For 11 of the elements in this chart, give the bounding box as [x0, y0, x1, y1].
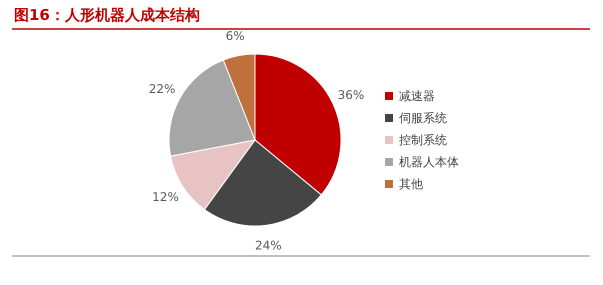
legend-label: 其他 — [399, 177, 423, 192]
legend-label: 控制系统 — [399, 133, 447, 148]
data-label: 36% — [338, 88, 364, 102]
legend-label: 伺服系统 — [399, 111, 447, 126]
data-label: 22% — [148, 82, 176, 96]
legend-label: 减速器 — [399, 89, 435, 104]
data-label: 6% — [226, 29, 245, 44]
data-label: 12% — [152, 190, 179, 204]
chart-title: 图16：人形机器人成本结构 — [14, 6, 200, 24]
legend-label: 机器人本体 — [399, 155, 459, 170]
data-label: 24% — [254, 238, 282, 252]
